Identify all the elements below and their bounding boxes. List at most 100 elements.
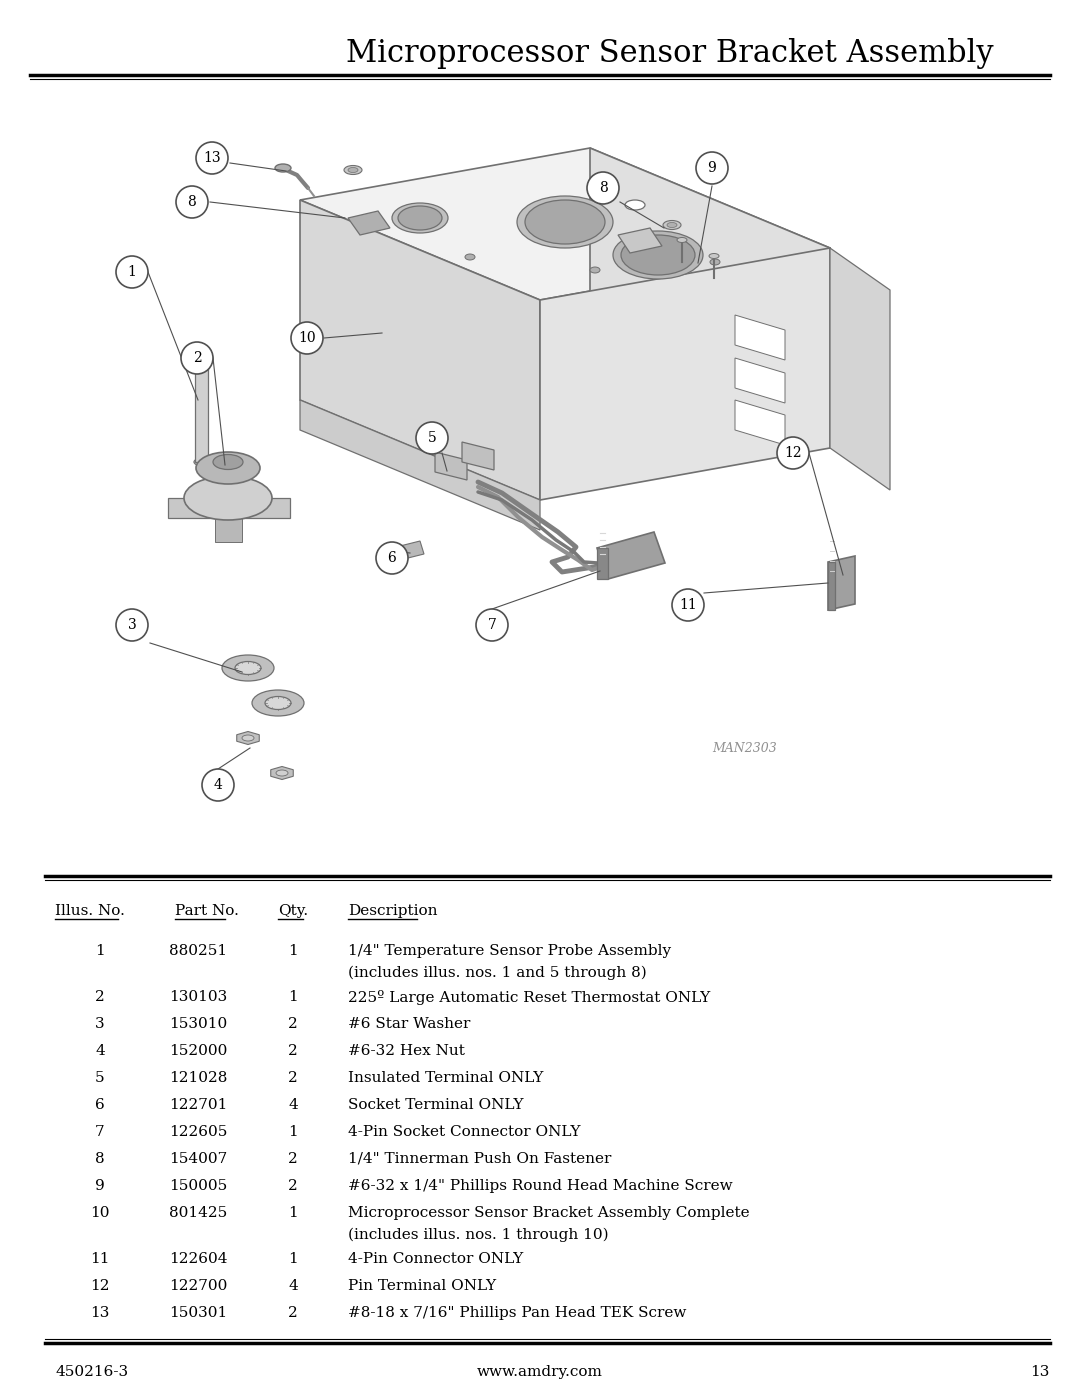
Polygon shape [735,358,785,402]
Ellipse shape [465,254,475,260]
Circle shape [116,609,148,641]
Text: (includes illus. nos. 1 and 5 through 8): (includes illus. nos. 1 and 5 through 8) [348,965,647,981]
Polygon shape [540,249,831,500]
Text: 1: 1 [288,944,298,958]
Circle shape [176,186,208,218]
Text: 121028: 121028 [168,1071,227,1085]
Polygon shape [300,400,540,529]
Text: 1/4" Temperature Sensor Probe Assembly: 1/4" Temperature Sensor Probe Assembly [348,944,671,958]
Text: 2: 2 [95,990,105,1004]
Text: Microprocessor Sensor Bracket Assembly: Microprocessor Sensor Bracket Assembly [347,38,994,68]
Text: 8: 8 [188,196,197,210]
Ellipse shape [194,458,208,465]
Text: 11: 11 [679,598,697,612]
Text: 1: 1 [288,990,298,1004]
Ellipse shape [213,454,243,469]
Text: 1: 1 [95,944,105,958]
Ellipse shape [222,655,274,680]
Text: 4: 4 [288,1280,298,1294]
Text: Part No.: Part No. [175,904,239,918]
Text: (includes illus. nos. 1 through 10): (includes illus. nos. 1 through 10) [348,1228,609,1242]
Circle shape [416,422,448,454]
Ellipse shape [184,476,272,520]
Ellipse shape [517,196,613,249]
Ellipse shape [235,662,261,675]
Ellipse shape [275,163,291,172]
Ellipse shape [345,165,362,175]
Polygon shape [828,556,855,610]
Text: 13: 13 [91,1306,110,1320]
Circle shape [195,142,228,175]
Ellipse shape [525,200,605,244]
Ellipse shape [242,735,254,740]
Circle shape [777,437,809,469]
Text: 5: 5 [95,1071,105,1085]
Text: 2: 2 [192,351,201,365]
Ellipse shape [625,200,645,210]
Text: 9: 9 [707,161,716,175]
Text: #6 Star Washer: #6 Star Washer [348,1017,471,1031]
Text: 801425: 801425 [168,1206,227,1220]
Text: Socket Terminal ONLY: Socket Terminal ONLY [348,1098,524,1112]
Text: 150301: 150301 [168,1306,227,1320]
Polygon shape [462,441,494,469]
Circle shape [202,768,234,800]
Ellipse shape [590,267,600,272]
Circle shape [588,172,619,204]
Ellipse shape [663,221,681,229]
Text: 225º Large Automatic Reset Thermostat ONLY: 225º Large Automatic Reset Thermostat ON… [348,990,711,1004]
Polygon shape [831,249,890,490]
Polygon shape [168,497,291,518]
Text: 1: 1 [288,1125,298,1139]
Ellipse shape [667,222,677,228]
Text: 2: 2 [288,1306,298,1320]
Text: 12: 12 [91,1280,110,1294]
Ellipse shape [708,253,719,258]
Text: Microprocessor Sensor Bracket Assembly Complete: Microprocessor Sensor Bracket Assembly C… [348,1206,750,1220]
Text: 122604: 122604 [168,1252,227,1266]
Text: Description: Description [348,904,437,918]
Text: 3: 3 [95,1017,105,1031]
Text: 450216-3: 450216-3 [55,1365,129,1379]
Text: 122700: 122700 [168,1280,227,1294]
Text: 3: 3 [127,617,136,631]
Text: 1: 1 [127,265,136,279]
Ellipse shape [252,690,303,717]
Text: 7: 7 [487,617,497,631]
Text: 4-Pin Socket Connector ONLY: 4-Pin Socket Connector ONLY [348,1125,581,1139]
Text: 2: 2 [288,1017,298,1031]
Circle shape [476,609,508,641]
Text: www.amdry.com: www.amdry.com [477,1365,603,1379]
Text: 7: 7 [95,1125,105,1139]
Text: 10: 10 [91,1206,110,1220]
Polygon shape [237,732,259,745]
Ellipse shape [276,770,288,775]
Text: 6: 6 [388,550,396,564]
Circle shape [181,342,213,374]
Text: 2: 2 [288,1071,298,1085]
Text: 1/4" Tinnerman Push On Fastener: 1/4" Tinnerman Push On Fastener [348,1153,611,1166]
Text: 8: 8 [598,182,607,196]
Polygon shape [590,148,831,448]
Circle shape [116,256,148,288]
Text: Illus. No.: Illus. No. [55,904,125,918]
Text: 9: 9 [95,1179,105,1193]
Text: 6: 6 [95,1098,105,1112]
Text: Pin Terminal ONLY: Pin Terminal ONLY [348,1280,496,1294]
Circle shape [696,152,728,184]
Text: 4: 4 [214,778,222,792]
Polygon shape [300,200,540,500]
Text: 154007: 154007 [168,1153,227,1166]
Text: 8: 8 [95,1153,105,1166]
Ellipse shape [265,697,291,710]
Polygon shape [597,532,665,578]
Circle shape [376,542,408,574]
Text: Qty.: Qty. [278,904,308,918]
Text: 152000: 152000 [168,1044,227,1058]
Polygon shape [618,228,662,253]
Polygon shape [435,453,467,481]
Ellipse shape [348,168,357,172]
Text: 2: 2 [288,1153,298,1166]
Polygon shape [828,562,835,610]
Polygon shape [348,211,390,235]
